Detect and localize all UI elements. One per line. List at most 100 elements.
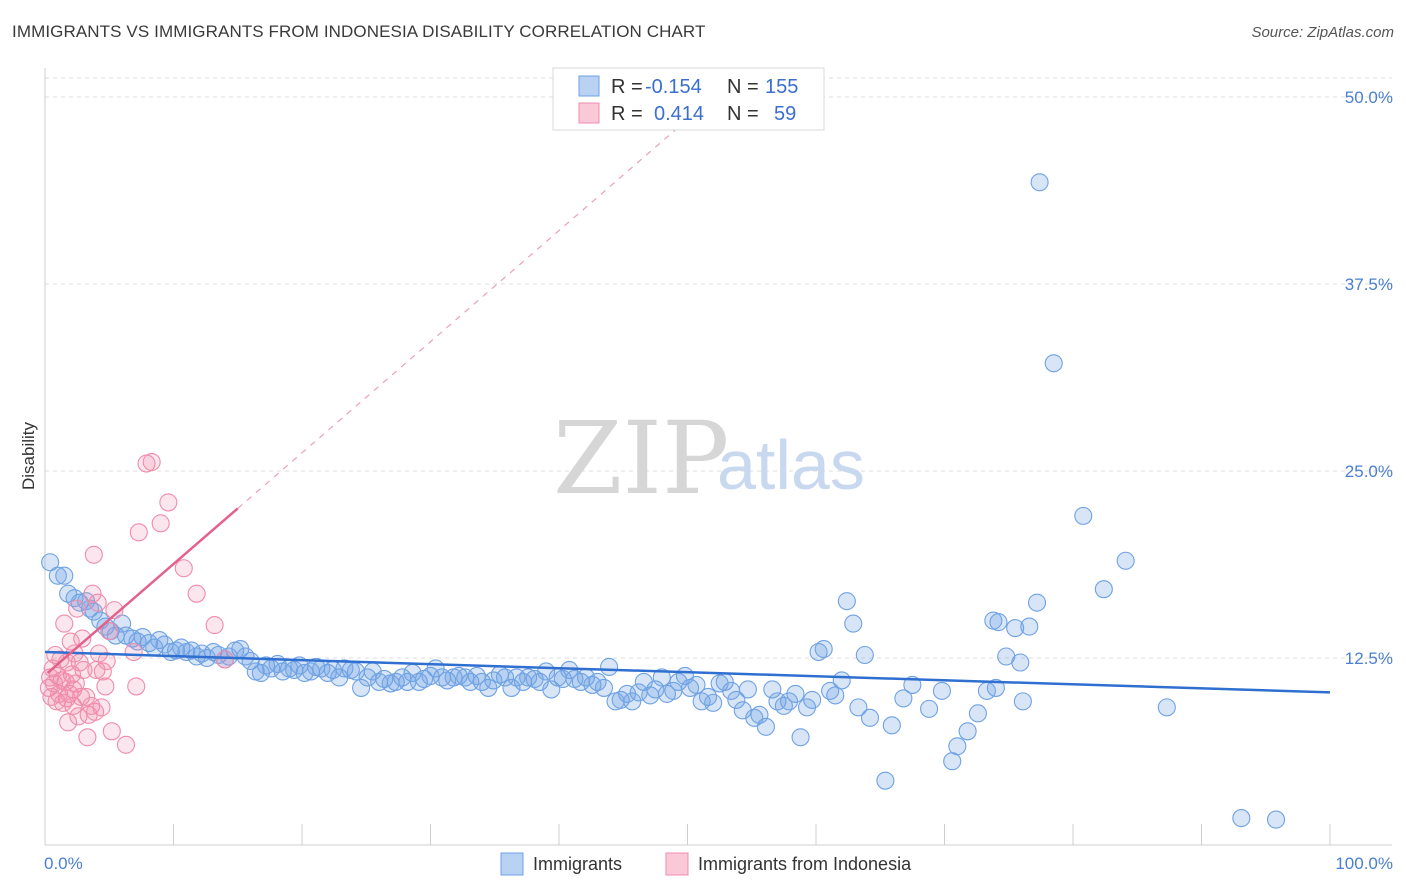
immigrants-point-153 bbox=[958, 722, 977, 741]
bottom-legend-swatch-immigrants bbox=[500, 852, 524, 876]
indonesia-point-53 bbox=[174, 559, 193, 578]
immigrants-point-127 bbox=[756, 717, 775, 736]
legend-r-label-2: R = bbox=[611, 103, 643, 125]
indonesia-point-51 bbox=[151, 514, 170, 533]
indonesia-point-43 bbox=[102, 722, 121, 741]
immigrants-point-133 bbox=[791, 728, 810, 747]
immigrants-point-99 bbox=[594, 678, 614, 697]
immigrants-point-173 bbox=[920, 699, 939, 718]
indonesia-point-17 bbox=[61, 632, 80, 651]
y-axis-label: Disability bbox=[19, 421, 38, 490]
indonesia-point-56 bbox=[215, 650, 234, 669]
immigrants-point-117 bbox=[699, 687, 718, 706]
axes bbox=[44, 68, 1392, 846]
y-tick-label-2: 37.5% bbox=[1345, 275, 1393, 294]
immigrants-point-169 bbox=[1011, 653, 1030, 672]
indonesia-point-12 bbox=[55, 614, 74, 633]
bottom-legend-swatch-indonesia bbox=[665, 852, 689, 876]
indonesia-point-48 bbox=[129, 523, 148, 542]
bottom-legend-immigrants: Immigrants bbox=[533, 854, 622, 874]
immigrants-point-57 bbox=[352, 678, 371, 697]
indonesia-point-22 bbox=[68, 599, 87, 618]
immigrants-point-128 bbox=[763, 680, 782, 699]
indonesia-point-15 bbox=[59, 713, 78, 732]
immigrants-point-83 bbox=[502, 678, 521, 697]
legend-r-label-1: R = bbox=[611, 76, 643, 98]
watermark-atlas: atlas bbox=[717, 426, 865, 504]
immigrants-point-167 bbox=[1232, 809, 1251, 828]
indonesia-point-39 bbox=[93, 662, 112, 681]
indonesia-point-41 bbox=[97, 651, 116, 671]
immigrants-point-137 bbox=[814, 639, 833, 659]
immigrants-point-135 bbox=[803, 690, 822, 709]
immigrants-point-118 bbox=[704, 693, 723, 712]
immigrants-point-159 bbox=[1006, 619, 1025, 638]
immigrants-point-162 bbox=[1044, 354, 1063, 373]
immigrants-point-157 bbox=[989, 613, 1008, 632]
immigrants-point-0 bbox=[41, 553, 60, 572]
immigrants-point-1 bbox=[48, 566, 67, 585]
immigrants-point-161 bbox=[1030, 173, 1049, 192]
legend-r-value-2: 0.414 bbox=[654, 103, 704, 125]
immigrants-point-140 bbox=[832, 671, 851, 690]
gridlines bbox=[45, 77, 1392, 659]
immigrants-point-100 bbox=[600, 657, 619, 677]
indonesia-point-55 bbox=[205, 616, 224, 635]
immigrants-point-165 bbox=[1116, 551, 1135, 570]
indonesia-point-27 bbox=[74, 660, 93, 680]
immigrants-point-170 bbox=[1020, 617, 1039, 636]
immigrants-point-160 bbox=[1013, 692, 1032, 711]
legend-swatch-immigrants bbox=[578, 75, 600, 97]
indonesia-point-57 bbox=[57, 689, 76, 708]
legend-n-value-2: 59 bbox=[774, 103, 796, 125]
watermark: ZIP atlas bbox=[553, 400, 865, 517]
trend-lines bbox=[44, 118, 1331, 694]
indonesia-trend-line bbox=[46, 507, 239, 674]
immigrants-point-136 bbox=[809, 642, 828, 662]
legend-n-value-1: 155 bbox=[765, 76, 798, 98]
indonesia-point-38 bbox=[92, 698, 111, 717]
indonesia-point-46 bbox=[124, 642, 143, 662]
indonesia-point-26 bbox=[73, 629, 92, 648]
immigrants-point-168 bbox=[1266, 810, 1286, 829]
immigrants-point-143 bbox=[849, 698, 868, 717]
data-points bbox=[39, 173, 1286, 829]
legend-n-label-1: N = bbox=[727, 76, 759, 98]
immigrants-point-47 bbox=[295, 663, 314, 683]
tick-labels: 12.5% 25.0% 37.5% 50.0% 0.0% 100.0% bbox=[44, 88, 1393, 873]
indonesia-point-45 bbox=[116, 735, 136, 754]
x-tick-label-1: 100.0% bbox=[1335, 854, 1393, 873]
immigrants-point-150 bbox=[932, 681, 951, 700]
legend-r-value-1: -0.154 bbox=[645, 76, 702, 98]
immigrants-point-149 bbox=[903, 675, 922, 694]
source-label: Source: ZipAtlas.com bbox=[1251, 24, 1394, 41]
immigrants-point-109 bbox=[652, 668, 671, 687]
indonesia-point-44 bbox=[105, 601, 124, 620]
immigrants-point-104 bbox=[623, 692, 642, 711]
immigrants-point-132 bbox=[786, 684, 805, 703]
indonesia-point-25 bbox=[71, 687, 91, 706]
immigrants-point-131 bbox=[779, 692, 799, 711]
immigrants-point-74 bbox=[449, 666, 468, 686]
immigrants-point-164 bbox=[1094, 580, 1113, 599]
immigrants-point-171 bbox=[1027, 593, 1047, 612]
immigrants-point-2 bbox=[55, 566, 74, 585]
legend-n-label-2: N = bbox=[727, 103, 759, 125]
indonesia-point-47 bbox=[127, 677, 146, 696]
bottom-legend: Immigrants Immigrants from Indonesia bbox=[500, 852, 912, 876]
immigrants-point-145 bbox=[860, 708, 880, 727]
x-tick-label-0: 0.0% bbox=[44, 854, 83, 873]
immigrants-point-146 bbox=[876, 771, 895, 790]
y-tick-label-3: 50.0% bbox=[1345, 88, 1393, 107]
indonesia-point-42 bbox=[100, 622, 119, 641]
chart-title: IMMIGRANTS VS IMMIGRANTS FROM INDONESIA … bbox=[12, 22, 706, 41]
immigrants-point-166 bbox=[1157, 698, 1176, 717]
immigrants-point-115 bbox=[687, 675, 706, 694]
immigrants-point-54 bbox=[335, 659, 354, 678]
y-tick-label-1: 25.0% bbox=[1345, 462, 1393, 481]
immigrants-point-142 bbox=[844, 614, 863, 633]
immigrants-point-51 bbox=[318, 663, 337, 683]
indonesia-point-29 bbox=[78, 728, 97, 747]
immigrants-point-152 bbox=[948, 737, 967, 756]
